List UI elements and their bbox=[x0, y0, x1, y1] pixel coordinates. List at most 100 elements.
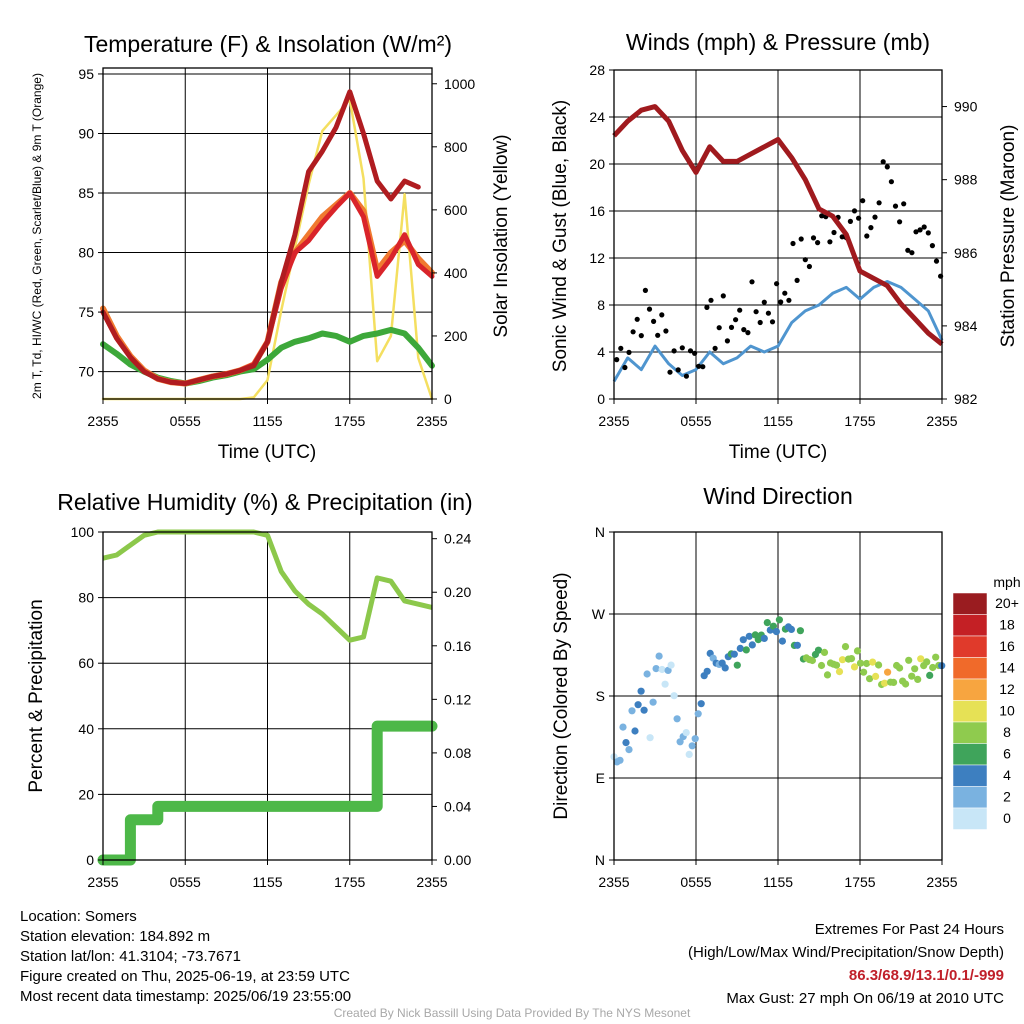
x-tick-label: 1155 bbox=[763, 874, 793, 890]
direction-point bbox=[850, 663, 859, 671]
gust-point bbox=[634, 316, 640, 322]
direction-point bbox=[866, 675, 874, 683]
dir-panel-title: Wind Direction bbox=[703, 483, 853, 509]
direction-point bbox=[884, 668, 892, 676]
direction-point bbox=[640, 706, 648, 714]
legend-swatch bbox=[952, 743, 988, 766]
legend-swatch bbox=[952, 592, 988, 615]
gust-point bbox=[798, 236, 804, 242]
gust-point bbox=[655, 332, 661, 338]
y-tick-label: 100 bbox=[71, 524, 95, 540]
gust-point bbox=[630, 329, 636, 335]
y-tick-label: 28 bbox=[589, 62, 605, 78]
temp-right-axis-label: Solar Insolation (Yellow) bbox=[491, 134, 512, 337]
gust-point bbox=[646, 306, 653, 312]
direction-point bbox=[676, 738, 684, 746]
y-tick-label: 75 bbox=[78, 304, 94, 320]
legend-label: 2 bbox=[1003, 789, 1011, 805]
legend-swatch bbox=[952, 614, 988, 637]
y-tick-label: 80 bbox=[78, 590, 94, 606]
gust-point bbox=[856, 215, 862, 221]
y-tick-label: N bbox=[595, 524, 605, 540]
gust-point bbox=[683, 373, 690, 379]
x-tick-label: 2355 bbox=[598, 874, 629, 890]
direction-point bbox=[787, 625, 796, 634]
x-tick-label: 1755 bbox=[844, 413, 875, 429]
direction-point bbox=[926, 671, 934, 680]
direction-point bbox=[628, 707, 636, 715]
gust-point bbox=[929, 243, 936, 249]
series-2m-t bbox=[100, 89, 421, 386]
plot-frame bbox=[102, 67, 433, 400]
legend-label: 14 bbox=[999, 660, 1015, 676]
gust-point bbox=[724, 338, 731, 344]
x-tick-label: 1155 bbox=[252, 413, 282, 429]
direction-point bbox=[917, 655, 925, 663]
y2-tick-label: 0.16 bbox=[444, 638, 471, 654]
gust-point bbox=[765, 310, 772, 316]
gust-point bbox=[704, 304, 710, 310]
wind-right-axis-label: Station Pressure (Maroon) bbox=[998, 125, 1019, 348]
y-tick-label: 90 bbox=[78, 125, 94, 141]
max-gust-text: Max Gust: 27 mph On 06/19 at 2010 UTC bbox=[726, 990, 1004, 1007]
direction-point bbox=[670, 692, 678, 700]
y2-tick-label: 988 bbox=[954, 172, 978, 188]
direction-point bbox=[881, 679, 889, 687]
gust-point bbox=[905, 247, 911, 253]
y-tick-label: 4 bbox=[597, 344, 605, 360]
y2-tick-label: 800 bbox=[444, 139, 468, 155]
legend-swatch bbox=[952, 764, 988, 787]
x-tick-label: 2355 bbox=[416, 413, 447, 429]
legend-label: 6 bbox=[1003, 746, 1011, 762]
gust-point bbox=[806, 263, 813, 270]
gust-point bbox=[810, 235, 817, 241]
direction-point bbox=[911, 665, 919, 673]
direction-point bbox=[643, 670, 651, 678]
credit-text: Created By Nick Bassill Using Data Provi… bbox=[333, 1006, 691, 1020]
legend-label: 20+ bbox=[995, 595, 1019, 611]
legend-title: mph bbox=[993, 574, 1020, 590]
gust-point bbox=[786, 297, 792, 303]
legend-label: 12 bbox=[999, 681, 1015, 697]
direction-point bbox=[664, 666, 672, 675]
x-tick-label: 2355 bbox=[926, 413, 957, 429]
gust-point bbox=[778, 299, 784, 305]
y2-tick-label: 0 bbox=[444, 391, 452, 407]
extremes-values: 86.3/68.9/13.1/0.1/-999 bbox=[848, 967, 1004, 984]
latlon-text: Station lat/lon: 41.3104; -73.7671 bbox=[20, 948, 242, 965]
gust-point bbox=[888, 179, 895, 185]
gust-point bbox=[876, 200, 882, 206]
direction-point bbox=[817, 661, 826, 670]
direction-point bbox=[772, 628, 781, 636]
rh-panel-title: Relative Humidity (%) & Precipitation (i… bbox=[57, 489, 472, 515]
direction-point bbox=[739, 636, 747, 644]
gust-point bbox=[692, 350, 698, 356]
direction-point bbox=[697, 700, 705, 708]
direction-point bbox=[637, 687, 645, 695]
gust-point bbox=[761, 299, 767, 305]
gust-point bbox=[774, 281, 780, 287]
x-tick-label: 0555 bbox=[170, 413, 201, 429]
gust-point bbox=[737, 307, 743, 313]
gust-point bbox=[659, 312, 665, 318]
direction-point bbox=[703, 667, 711, 675]
gust-point bbox=[868, 225, 874, 231]
direction-point bbox=[872, 672, 880, 681]
x-tick-label: 1755 bbox=[334, 874, 365, 890]
gust-point bbox=[925, 230, 931, 236]
gust-point bbox=[827, 239, 833, 245]
gust-point bbox=[769, 319, 776, 325]
direction-point bbox=[646, 734, 654, 742]
direction-point bbox=[745, 632, 753, 640]
direction-point bbox=[742, 646, 750, 654]
y-tick-label: W bbox=[592, 606, 606, 622]
legend-swatch bbox=[952, 657, 988, 680]
x-tick-label: 1755 bbox=[844, 874, 875, 890]
temp-x-axis-label: Time (UTC) bbox=[218, 442, 317, 463]
gust-point bbox=[671, 348, 677, 354]
winds-panel: Winds (mph) & Pressure (mb) Time (UTC) S… bbox=[550, 29, 1019, 463]
direction-point bbox=[896, 664, 904, 672]
direction-point bbox=[661, 680, 669, 688]
direction-point bbox=[685, 750, 693, 759]
